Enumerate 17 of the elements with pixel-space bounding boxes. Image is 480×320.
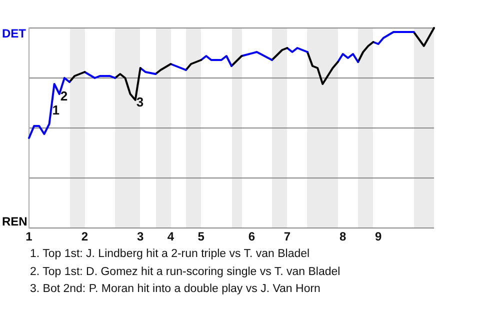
text: 3. Bot 2nd: P. Moran hit into a double play vs J. Van Horn (30, 282, 322, 297)
x-tick-label: 1 (26, 230, 33, 244)
annotation: 3 (136, 94, 144, 110)
annotation: 2 (60, 88, 68, 104)
text: 1. Top 1st: J. Lindberg hit a 2-run triple vs T. van Bladel (30, 247, 311, 262)
x-tick-label: 7 (284, 230, 291, 244)
x-tick-label: 4 (167, 230, 174, 244)
text: DET (2, 26, 27, 40)
annotation: 1 (52, 102, 60, 118)
x-tick-label: 5 (198, 230, 205, 244)
x-tick-label: 3 (137, 230, 144, 244)
x-tick-label: 8 (340, 230, 347, 244)
x-tick-label: 9 (374, 230, 382, 244)
text: REN (2, 214, 28, 228)
x-tick-label: 2 (81, 230, 88, 244)
text: 2. Top 1st: D. Gomez hit a run-scoring single vs T. van Bladel (30, 264, 340, 280)
x-tick-label: 6 (248, 230, 256, 244)
